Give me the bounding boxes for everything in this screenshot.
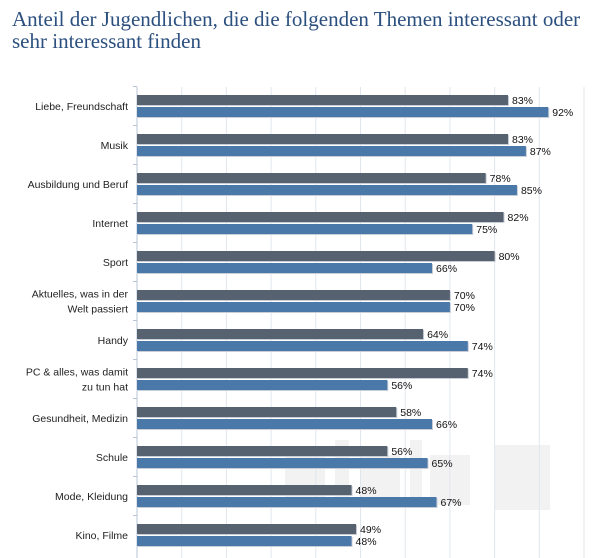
- bar: [137, 341, 468, 351]
- data-label: 75%: [476, 224, 497, 236]
- chart-title: Anteil der Jugendlichen, die die folgend…: [12, 7, 581, 53]
- data-label: 70%: [454, 290, 475, 302]
- category-label: Handy: [98, 335, 129, 347]
- data-label: 85%: [521, 185, 542, 197]
- data-label: 65%: [432, 458, 453, 470]
- bar: [137, 497, 437, 507]
- bar: [137, 368, 468, 378]
- data-label: 82%: [508, 212, 529, 224]
- watermark-shape: [495, 445, 550, 510]
- data-label: 87%: [530, 146, 551, 158]
- category-label: Ausbildung und Beruf: [28, 179, 128, 191]
- bar: [137, 458, 428, 468]
- bar: [137, 380, 388, 390]
- category-label: Sport: [103, 257, 128, 269]
- bar: [137, 302, 450, 312]
- bar: [137, 134, 509, 144]
- bar: [137, 212, 504, 222]
- category-label: Aktuelles, was in der Welt passiert: [32, 289, 129, 316]
- category-label: Liebe, Freundschaft: [35, 101, 128, 113]
- bar: [137, 524, 357, 534]
- bar: [137, 536, 352, 546]
- bar: [137, 485, 352, 495]
- bar: [137, 185, 517, 195]
- category-label: Gesundheit, Medizin: [32, 413, 128, 425]
- data-label: 92%: [552, 107, 573, 119]
- data-label: 70%: [454, 302, 475, 314]
- category-label: PC & alles, was damit zu tun hat: [26, 367, 128, 394]
- data-label: 66%: [436, 419, 457, 431]
- data-label: 74%: [472, 368, 493, 380]
- data-label: 64%: [427, 329, 448, 341]
- bar: [137, 290, 450, 300]
- data-label: 83%: [512, 95, 533, 107]
- data-label: 80%: [499, 251, 520, 263]
- bar: [137, 224, 473, 234]
- data-label: 56%: [391, 446, 412, 458]
- data-label: 78%: [490, 173, 511, 185]
- bar: [137, 419, 433, 429]
- data-label: 56%: [391, 380, 412, 392]
- data-label: 48%: [356, 536, 377, 548]
- bar: [137, 446, 388, 456]
- data-label: 66%: [436, 263, 457, 275]
- data-label: 58%: [400, 407, 421, 419]
- category-label: Musik: [101, 140, 129, 152]
- data-label: 48%: [356, 485, 377, 497]
- category-label: Internet: [92, 218, 128, 230]
- data-label: 83%: [512, 134, 533, 146]
- category-label: Schule: [96, 452, 128, 464]
- bar: [137, 95, 509, 105]
- bar: [137, 107, 549, 117]
- bar: [137, 263, 433, 273]
- data-label: 74%: [472, 341, 493, 353]
- bar: [137, 173, 486, 183]
- watermark-shape: [410, 440, 422, 505]
- data-label: 49%: [360, 524, 381, 536]
- bar: [137, 251, 495, 261]
- bar: [137, 407, 397, 417]
- data-label: 67%: [440, 497, 461, 509]
- category-label: Mode, Kleidung: [55, 491, 128, 503]
- bar: [137, 146, 526, 156]
- bar: [137, 329, 424, 339]
- category-label: Kino, Filme: [75, 530, 128, 542]
